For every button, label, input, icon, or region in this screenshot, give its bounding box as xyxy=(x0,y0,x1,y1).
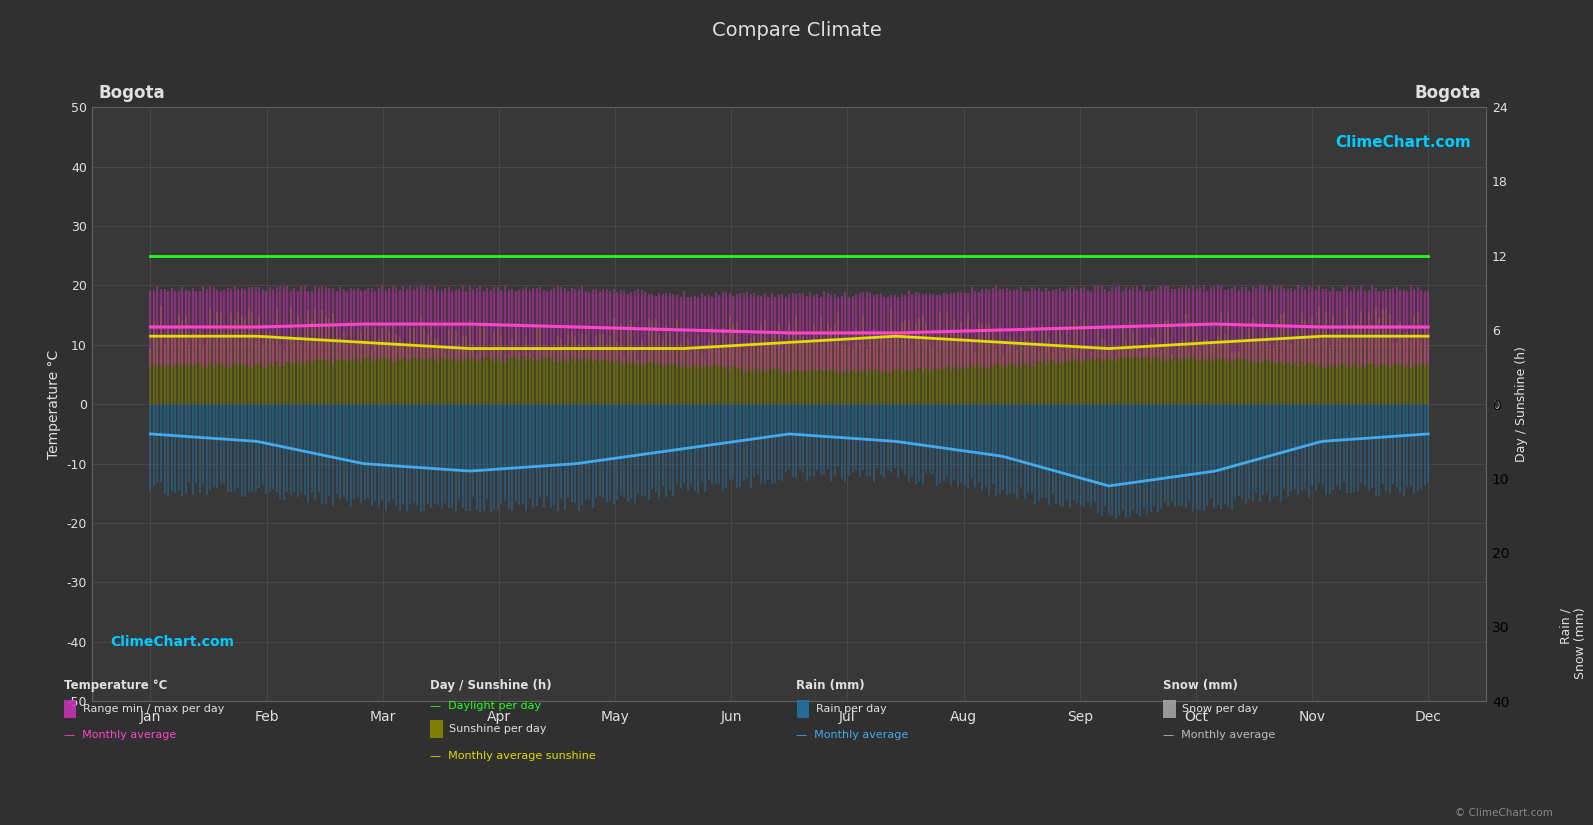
Text: Temperature °C: Temperature °C xyxy=(64,679,167,692)
Text: Compare Climate: Compare Climate xyxy=(712,21,881,40)
Text: —  Monthly average sunshine: — Monthly average sunshine xyxy=(430,751,596,761)
Text: —  Monthly average: — Monthly average xyxy=(1163,730,1274,740)
Y-axis label: Temperature °C: Temperature °C xyxy=(46,350,61,459)
Text: —  Monthly average: — Monthly average xyxy=(64,730,175,740)
Text: © ClimeChart.com: © ClimeChart.com xyxy=(1456,808,1553,818)
Text: Rain per day: Rain per day xyxy=(816,704,886,714)
Text: Snow per day: Snow per day xyxy=(1182,704,1258,714)
Text: Range min / max per day: Range min / max per day xyxy=(83,704,225,714)
Text: —  Daylight per day: — Daylight per day xyxy=(430,700,542,710)
Text: Snow (mm): Snow (mm) xyxy=(1163,679,1238,692)
Text: ClimeChart.com: ClimeChart.com xyxy=(1335,135,1470,150)
Text: Day / Sunshine (h): Day / Sunshine (h) xyxy=(430,679,551,692)
Text: ClimeChart.com: ClimeChart.com xyxy=(110,635,234,648)
Text: —  Monthly average: — Monthly average xyxy=(796,730,908,740)
Text: Rain (mm): Rain (mm) xyxy=(796,679,865,692)
Text: Rain /
Snow (mm): Rain / Snow (mm) xyxy=(1560,608,1588,679)
Y-axis label: Day / Sunshine (h): Day / Sunshine (h) xyxy=(1515,346,1528,462)
Text: Bogota: Bogota xyxy=(1415,84,1481,102)
Text: Bogota: Bogota xyxy=(99,84,166,102)
Text: Sunshine per day: Sunshine per day xyxy=(449,724,546,734)
